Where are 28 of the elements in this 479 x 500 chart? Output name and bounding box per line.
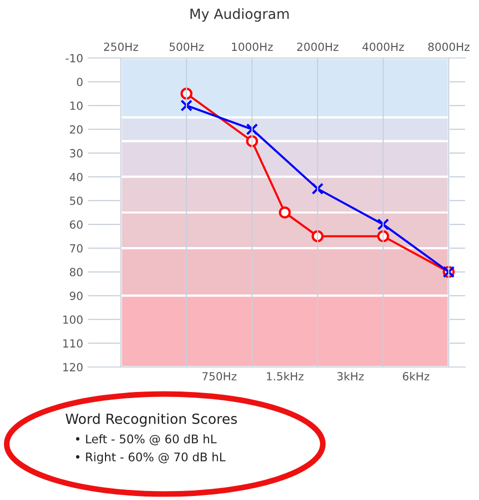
text: • Left - 50% @ 60 dB hL [76,434,217,446]
y-tick-label: 40 [70,172,83,182]
x-tick-label: 1.5kHz [266,372,304,380]
x-tick-label: 1000Hz [232,42,273,51]
x-tick-label: 750Hz [202,372,236,380]
y-tick-label: 120 [63,362,83,372]
y-tick-label: 90 [70,292,83,300]
y-tick-label: 10 [70,102,83,110]
x-tick-label: 6kHz [402,372,430,380]
x-tick-label: 250Hz [104,42,138,51]
y-tick-label: 70 [70,244,83,253]
y-tick-label: 20 [70,125,83,134]
x-tick-label: 2000Hz [297,42,338,51]
chart-title: My Audiogram [190,8,289,22]
y-tick-label: 0 [76,78,83,86]
text: Word Recognition Scores [66,413,237,427]
y-tick-label: 30 [70,149,83,158]
y-tick-label: -10 [66,54,83,62]
y-tick-label: 50 [70,196,83,205]
x-tick-label: 500Hz [170,42,204,51]
x-tick-label: 4000Hz [362,42,404,51]
x-tick-label: 8000Hz [428,42,470,51]
x-tick-label: 3kHz [337,372,364,380]
text: • Right - 60% @ 70 dB hL [76,452,226,464]
y-tick-label: 80 [70,268,83,276]
y-tick-label: 110 [63,339,83,348]
y-tick-label: 60 [70,220,83,229]
y-tick-label: 100 [63,315,83,324]
